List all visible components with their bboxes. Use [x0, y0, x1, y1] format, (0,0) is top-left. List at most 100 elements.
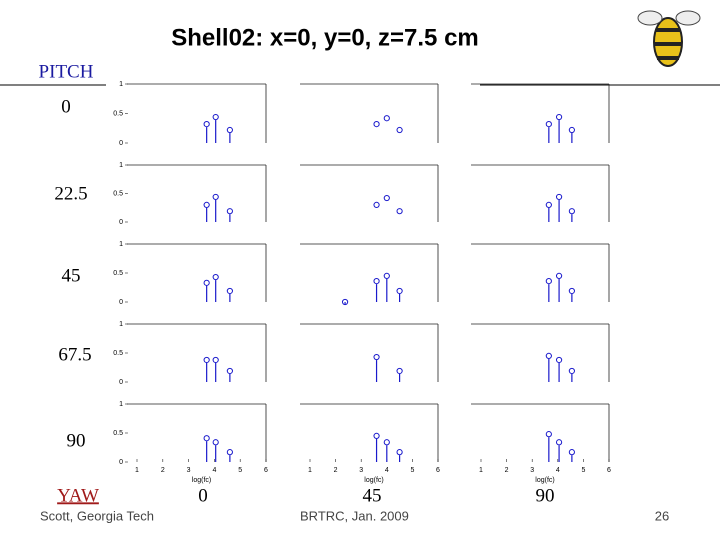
stem-marker: [212, 113, 219, 121]
stem: [555, 193, 563, 222]
x-tick-label: 5: [581, 467, 585, 474]
stem: [373, 432, 380, 462]
yaw-label: YAW: [57, 485, 99, 506]
stem-marker: [568, 287, 575, 295]
stem: [383, 115, 390, 122]
slide-title: Shell02: x=0, y=0, z=7.5 cm: [171, 24, 479, 51]
stem: [341, 298, 349, 306]
stem-marker: [545, 352, 552, 359]
stem-marker: [568, 126, 575, 134]
stem: [545, 352, 552, 382]
x-tick-label: 2: [334, 467, 338, 474]
pitch-value: 0: [61, 96, 71, 117]
y-tick-label: 0: [119, 379, 123, 386]
y-tick-label: 0: [119, 459, 123, 466]
stem-marker: [203, 356, 210, 364]
yaw-value: 45: [363, 485, 382, 506]
stem-marker: [396, 126, 403, 134]
stem: [545, 121, 552, 143]
stem: [396, 126, 403, 134]
stem: [212, 439, 219, 462]
stem: [555, 272, 563, 302]
x-tick-label: 5: [410, 467, 414, 474]
stem-marker: [212, 356, 219, 364]
footer-left: Scott, Georgia Tech: [40, 508, 154, 523]
stem: [203, 279, 210, 302]
stem-marker: [341, 298, 349, 306]
stem: [383, 439, 390, 462]
y-tick-label: 1: [119, 321, 123, 328]
stem-marker: [545, 278, 552, 285]
stem-marker: [383, 115, 390, 122]
stem: [212, 113, 219, 143]
stem: [568, 287, 575, 302]
stem-marker: [226, 287, 233, 295]
stem: [203, 201, 210, 222]
stem-marker: [555, 193, 563, 201]
stem-marker: [545, 431, 552, 438]
stem-marker: [226, 208, 233, 215]
pitch-value: 22.5: [54, 183, 87, 204]
x-tick-label: 5: [238, 467, 242, 474]
stem: [396, 208, 403, 215]
y-tick-label: 1: [119, 241, 123, 248]
stem: [568, 126, 575, 143]
stem-marker: [568, 449, 575, 456]
stem-marker: [373, 353, 380, 361]
stem-marker: [396, 367, 403, 375]
stem: [373, 201, 380, 208]
stem-marker: [555, 113, 563, 121]
stem: [545, 278, 552, 302]
stem: [226, 449, 233, 462]
pitch-value: 67.5: [58, 344, 91, 365]
stem: [212, 356, 219, 382]
y-tick-label: 0.5: [113, 270, 123, 277]
stem: [383, 194, 390, 202]
stem-marker: [212, 273, 219, 281]
stem: [555, 439, 563, 462]
stem-marker: [226, 126, 233, 134]
stem-marker: [212, 439, 219, 446]
stem-marker: [373, 432, 380, 439]
y-tick-label: 1: [119, 401, 123, 408]
stem-marker: [373, 121, 380, 128]
stem: [396, 287, 403, 302]
x-axis-label: log(fc): [364, 477, 383, 484]
stem-marker: [373, 278, 380, 285]
stem-marker: [373, 201, 380, 208]
y-tick-label: 0: [119, 299, 123, 306]
stem: [555, 113, 563, 143]
yaw-value: 0: [198, 485, 208, 506]
x-tick-label: 4: [212, 467, 216, 474]
stem: [203, 121, 210, 143]
stem-marker: [203, 201, 210, 208]
stem: [226, 208, 233, 222]
x-tick-label: 1: [135, 467, 139, 474]
stem: [568, 449, 575, 462]
stem-marker: [203, 435, 210, 442]
y-tick-label: 0: [119, 219, 123, 226]
x-tick-label: 2: [505, 467, 509, 474]
stem: [568, 208, 575, 222]
x-tick-label: 6: [264, 467, 268, 474]
stem-marker: [545, 121, 552, 128]
stem-marker: [383, 194, 390, 202]
stem-marker: [568, 367, 575, 375]
x-tick-label: 6: [436, 467, 440, 474]
x-tick-label: 6: [607, 467, 611, 474]
y-tick-label: 0: [119, 140, 123, 147]
stem: [396, 449, 403, 462]
stem: [203, 435, 210, 462]
y-tick-label: 0.5: [113, 110, 123, 117]
stem: [545, 431, 552, 462]
stem-marker: [568, 208, 575, 215]
stem: [373, 353, 380, 382]
stem-marker: [545, 201, 552, 208]
stem: [212, 273, 219, 302]
pitch-label: PITCH: [39, 61, 94, 82]
stem-marker: [555, 356, 563, 364]
page-number: 26: [655, 508, 669, 523]
stem-marker: [212, 193, 219, 201]
